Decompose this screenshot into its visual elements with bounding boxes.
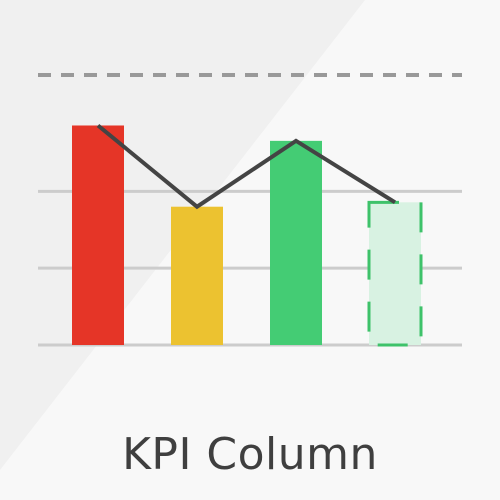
bar-3	[270, 140, 322, 345]
bar-4	[367, 200, 423, 347]
bar-1	[72, 125, 124, 345]
tile-caption: KPI Column	[122, 429, 378, 480]
trend-line	[96, 123, 397, 210]
trend-line-group	[96, 123, 397, 210]
bar-2	[171, 206, 223, 345]
bars	[72, 125, 423, 347]
